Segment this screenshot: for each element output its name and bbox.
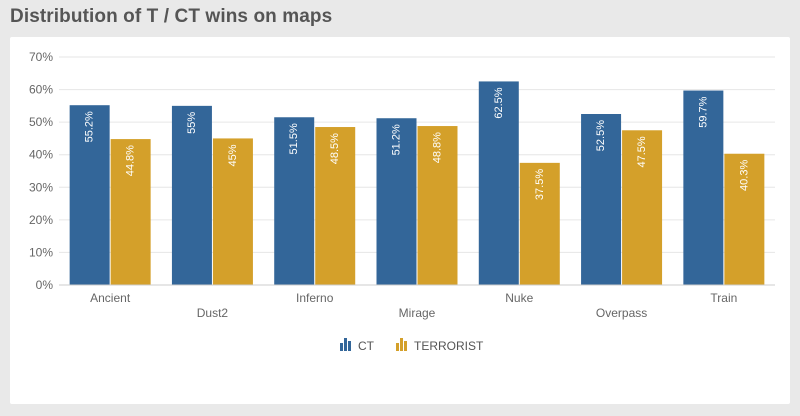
- chart-card: 0% 10% 20% 30% 40% 50% 60% 70% 55.2% 44.8% 55% 45%…: [10, 37, 790, 404]
- bar-terrorist-inferno[interactable]: [315, 127, 356, 286]
- page-title: Distribution of T / CT wins on maps: [10, 6, 333, 27]
- bar-data-label: 44.8%: [125, 145, 137, 176]
- y-tick-label: 70%: [29, 50, 53, 64]
- bar-data-label: 52.5%: [595, 120, 607, 151]
- legend-label: TERRORIST: [414, 339, 484, 353]
- bar-data-label: 37.5%: [534, 169, 546, 200]
- bar-ct-nuke[interactable]: [478, 81, 519, 285]
- x-category-label: Dust2: [197, 306, 229, 320]
- bar-data-label: 62.5%: [493, 87, 505, 118]
- bar-data-label: 40.3%: [738, 160, 750, 191]
- x-category-label: Overpass: [596, 306, 647, 320]
- bar-terrorist-ancient[interactable]: [110, 139, 151, 285]
- bar-chart-icon: [340, 338, 351, 351]
- bar-ct-ancient[interactable]: [69, 105, 110, 285]
- bar-data-label: 55%: [186, 112, 198, 134]
- bar-ct-inferno[interactable]: [274, 117, 315, 285]
- bar-data-label: 55.2%: [84, 111, 96, 142]
- gridlines: [59, 56, 775, 286]
- legend-item-terrorist[interactable]: TERRORIST: [396, 338, 484, 353]
- bar-data-label: 45%: [227, 144, 239, 166]
- y-tick-label: 50%: [29, 115, 53, 129]
- bar-ct-mirage[interactable]: [376, 118, 417, 285]
- bar-chart-icon: [396, 338, 407, 351]
- bar-terrorist-train[interactable]: [724, 153, 765, 285]
- bar-ct-dust2[interactable]: [171, 105, 212, 285]
- bar-chart: 0% 10% 20% 30% 40% 50% 60% 70% 55.2% 44.8% 55% 45%…: [29, 50, 775, 353]
- y-tick-label: 20%: [29, 213, 53, 227]
- bar-data-label: 48.8%: [432, 132, 444, 163]
- bar-ct-overpass[interactable]: [581, 114, 622, 285]
- legend-label: CT: [358, 339, 375, 353]
- y-tick-label: 40%: [29, 148, 53, 162]
- bar-data-label: 48.5%: [329, 133, 341, 164]
- bar-terrorist-nuke[interactable]: [519, 162, 560, 285]
- x-axis: Ancient Dust2 Inferno Mirage Nuke Overpass Tra…: [59, 284, 775, 320]
- x-category-label: Nuke: [505, 291, 533, 305]
- bar-data-label: 51.5%: [288, 123, 300, 154]
- y-tick-label: 0%: [36, 278, 54, 292]
- legend-item-ct[interactable]: CT: [340, 338, 375, 353]
- bar-data-label: 51.2%: [391, 124, 403, 155]
- y-tick-label: 60%: [29, 83, 53, 97]
- bar-terrorist-mirage[interactable]: [417, 126, 458, 286]
- bars: 55.2% 44.8% 55% 45% 51.5% 48.5% 51.2% 48.8% 62.5…: [69, 81, 765, 286]
- y-axis: 0% 10% 20% 30% 40% 50% 60% 70%: [29, 50, 53, 292]
- x-category-label: Inferno: [296, 291, 334, 305]
- y-tick-label: 30%: [29, 180, 53, 194]
- bar-ct-train[interactable]: [683, 90, 724, 285]
- bar-terrorist-overpass[interactable]: [622, 130, 663, 285]
- bar-data-label: 59.7%: [697, 96, 709, 127]
- bar-data-label: 47.5%: [636, 136, 648, 167]
- x-category-label: Train: [710, 291, 737, 305]
- x-category-label: Ancient: [90, 291, 131, 305]
- y-tick-label: 10%: [29, 245, 53, 259]
- x-category-label: Mirage: [399, 306, 436, 320]
- legend: CT TERRORIST: [340, 338, 484, 353]
- bar-terrorist-dust2[interactable]: [212, 138, 253, 285]
